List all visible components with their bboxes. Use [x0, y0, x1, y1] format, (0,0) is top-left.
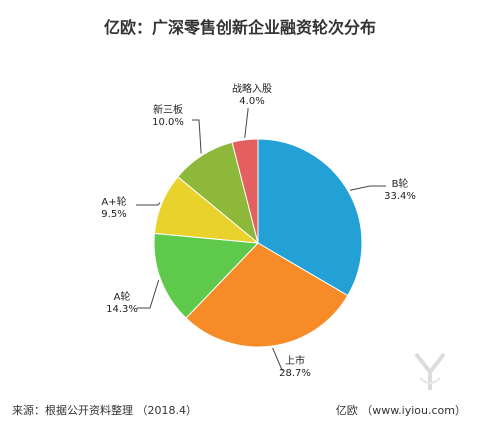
source-note: 来源：根据公开资料整理 （2018.4）	[12, 404, 197, 417]
slice-label: A+轮	[101, 195, 126, 208]
slice-label: B轮	[392, 177, 409, 190]
leader-line	[136, 202, 161, 206]
leader-line	[349, 185, 386, 191]
slice-label: A轮	[114, 290, 131, 303]
leader-line	[137, 279, 160, 309]
slice-percent: 33.4%	[384, 191, 416, 202]
slice-label: 上市	[285, 354, 305, 367]
slice-percent: 28.7%	[279, 368, 311, 379]
pie-slice	[185, 242, 349, 348]
slice-percent: 9.5%	[101, 209, 126, 220]
pie-slice	[231, 138, 259, 244]
slice-percent: 4.0%	[239, 96, 264, 107]
leader-line	[192, 119, 202, 154]
leader-line	[272, 347, 284, 371]
slice-label: 战略入股	[232, 82, 272, 95]
slice-percent: 10.0%	[152, 117, 184, 128]
slice-percent: 14.3%	[106, 304, 138, 315]
pie-slice	[153, 232, 260, 319]
slice-label: 新三板	[153, 103, 183, 116]
chart-title: 亿欧：广深零售创新企业融资轮次分布	[103, 18, 376, 37]
leader-line	[244, 108, 249, 138]
credit-note: 亿欧 （www.iyiou.com）	[335, 404, 466, 417]
watermark-logo-icon	[408, 348, 452, 392]
pie-slice	[257, 138, 363, 297]
